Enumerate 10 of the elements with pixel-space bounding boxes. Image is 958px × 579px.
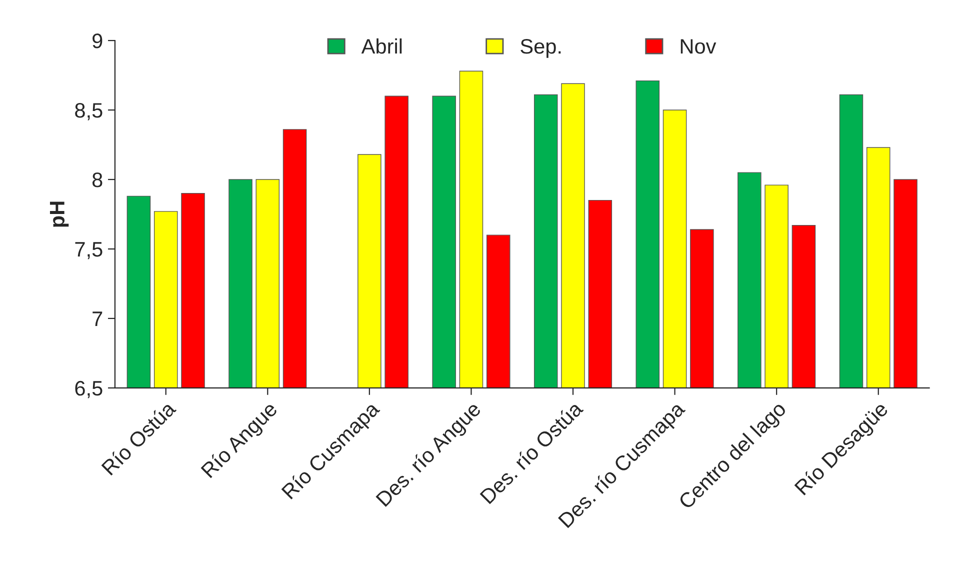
y-tick-label: 6,5 [75,380,102,398]
legend-label: Nov [680,39,716,54]
legend-label: Sep. [520,38,561,58]
legend-label: Abril [361,38,402,54]
y-tick-label: 8,5 [75,103,102,120]
y-tick-label: 9 [92,34,102,48]
y-tick-label: 8 [92,172,102,188]
y-axis-title: pH [50,202,69,227]
y-tick-label: 7 [92,312,102,326]
y-tick-label: 7,5 [75,242,102,260]
